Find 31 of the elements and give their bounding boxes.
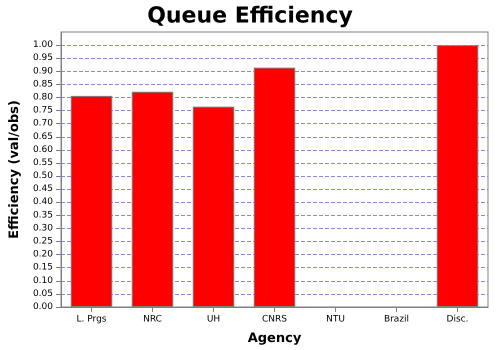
x-tick-label: Brazil [384, 314, 410, 324]
y-tick-label: 0.60 [32, 144, 54, 155]
y-tick-label: 0.55 [32, 158, 53, 168]
y-tick-label: 0.20 [32, 250, 54, 260]
x-tick-label: NTU [326, 314, 345, 324]
y-tick-label: 0.10 [32, 276, 54, 286]
y-tick-label: 0.95 [32, 53, 53, 64]
x-axis-title: Agency [248, 331, 302, 346]
y-tick-label: 1.00 [32, 40, 54, 50]
x-tick-label: CNRS [262, 314, 288, 324]
y-tick-label: 0.40 [32, 197, 54, 208]
y-tick-label: 0.25 [32, 236, 53, 247]
y-tick-label: 0.15 [32, 262, 53, 273]
y-tick-label: 0.50 [32, 171, 54, 182]
y-tick-label: 0.30 [32, 223, 54, 234]
y-tick-label: 0.45 [32, 184, 53, 194]
y-tick-label: 0.80 [32, 92, 54, 102]
x-tick-label: UH [206, 314, 220, 324]
x-tick-label: NRC [143, 314, 162, 324]
y-tick-label: 0.65 [32, 132, 53, 142]
y-tick-label: 0.35 [32, 210, 53, 220]
y-axis-title: Efficiency (val/obs) [7, 100, 22, 239]
y-tick-label: 0.70 [32, 118, 54, 129]
y-tick-label: 0.75 [32, 106, 53, 116]
y-tick-label: 0.85 [32, 79, 53, 90]
y-tick-label: 0.05 [32, 288, 53, 299]
x-tick-label: L. Prgs [76, 314, 107, 324]
y-tick-label: 0.90 [32, 66, 54, 76]
y-tick-label: 0.00 [32, 302, 54, 312]
chart-title: Queue Efficiency [147, 4, 353, 28]
x-tick-label: Disc. [446, 314, 468, 324]
